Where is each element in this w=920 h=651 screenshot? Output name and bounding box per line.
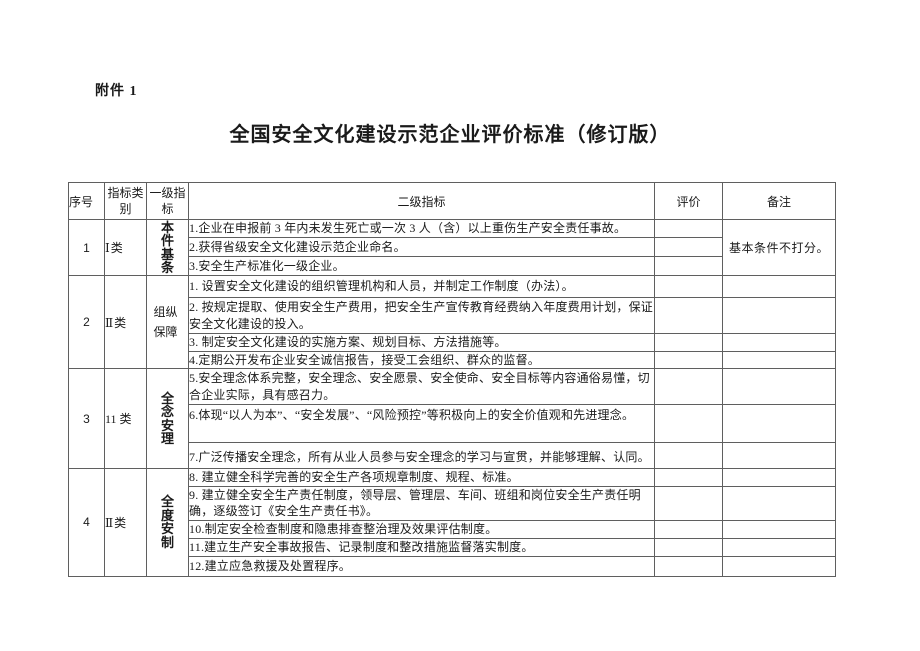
col-header-remark: 备注: [722, 182, 836, 220]
document-title: 全国安全文化建设示范企业评价标准（修订版）: [229, 124, 671, 146]
evaluation-cell: [654, 256, 723, 276]
table-row: 2.获得省级安全文化建设示范企业命名。: [69, 237, 836, 257]
evaluation-cell: [654, 519, 723, 539]
evaluation-cell: [654, 275, 723, 298]
table-row: 2. 按规定提取、使用安全生产费用，把安全生产宣传教育经费纳入年度费用计划，保证…: [69, 297, 836, 334]
remark-cell: [722, 537, 836, 557]
col-header-level2: 二级指标: [188, 182, 655, 220]
col-header-index: 序号: [68, 182, 105, 220]
row2-category: Ⅱ类: [104, 275, 147, 369]
table-row: 7.广泛传播安全理念，所有从业人员参与安全理念的学习与宣贯，并能够理解、认同。: [69, 442, 836, 469]
row1-category: Ⅰ类: [104, 219, 147, 276]
evaluation-cell: [654, 404, 723, 443]
remark-cell: [722, 485, 836, 521]
evaluation-cell: [654, 442, 723, 469]
col-header-level1: 一级指标: [146, 182, 189, 220]
indicator-item-b2-1: 1. 设置安全文化建设的组织管理机构和人员，并制定工作制度（办法）。: [188, 275, 655, 298]
evaluation-cell: [654, 468, 723, 487]
indicator-item-8: 8. 建立健全科学完善的安全生产各项规章制度、规程、标准。: [188, 468, 655, 487]
remark-cell: [722, 297, 836, 334]
remark-cell: [722, 368, 836, 405]
indicator-item-2: 2.获得省级安全文化建设示范企业命名。: [188, 237, 655, 257]
row4-index: 4: [68, 468, 105, 577]
indicator-item-11: 11.建立生产安全事故报告、记录制度和整改措施监督落实制度。: [188, 537, 655, 557]
row4-level1-cell: 全度安制: [146, 468, 189, 577]
remark-cell: [722, 404, 836, 443]
remark-cell: [722, 468, 836, 487]
indicator-item-1: 1.企业在申报前 3 年内未发生死亡或一次 3 人（含）以上重伤生产安全责任事故…: [188, 219, 655, 238]
remark-cell: [722, 442, 836, 469]
table-row: 12.建立应急救援及处置程序。: [69, 555, 836, 577]
remark-cell: [722, 333, 836, 352]
evaluation-cell: [654, 485, 723, 521]
indicator-item-7: 7.广泛传播安全理念，所有从业人员参与安全理念的学习与宣贯，并能够理解、认同。: [188, 442, 655, 469]
evaluation-cell: [654, 333, 723, 352]
indicator-item-6: 6.体现“以人为本”、“安全发展”、“风险预控”等积极向上的安全价值观和先进理念…: [188, 404, 655, 443]
row2-level1-label: 组纵保障: [153, 305, 178, 339]
row2-level1-cell: 组纵保障: [146, 275, 189, 369]
col-header-evaluation: 评价: [654, 182, 723, 220]
indicator-item-9: 9. 建立健全安全生产责任制度，领导层、管理层、车间、班组和岗位安全生产责任明确…: [188, 485, 655, 521]
row2-index: 2: [68, 275, 105, 369]
attachment-label: 附件 1: [95, 84, 138, 99]
indicator-item-3: 3.安全生产标准化一级企业。: [188, 256, 655, 276]
row1-level1-cell: 本件基条: [146, 219, 189, 276]
evaluation-table: 序号 指标类别 一级指标 二级指标 评价 备注 1 Ⅰ类 本件基条 1.企业在申…: [68, 182, 836, 577]
evaluation-cell: [654, 368, 723, 405]
indicator-item-5: 5.安全理念体系完整，安全理念、安全愿景、安全使命、安全目标等内容通俗易懂，切合…: [188, 368, 655, 405]
row3-level1-cell: 全念安理: [146, 368, 189, 469]
table-row: 6.体现“以人为本”、“安全发展”、“风险预控”等积极向上的安全价值观和先进理念…: [69, 404, 836, 443]
table-header-row: 序号 指标类别 一级指标 二级指标 评价 备注: [68, 182, 836, 220]
indicator-item-b2-4: 4.定期公开发布企业安全诚信报告，接受工会组织、群众的监督。: [188, 350, 655, 369]
table-row: 2 Ⅱ类 组纵保障 1. 设置安全文化建设的组织管理机构和人员，并制定工作制度（…: [68, 275, 836, 369]
remark-cell: [722, 555, 836, 577]
table-row: 11.建立生产安全事故报告、记录制度和整改措施监督落实制度。: [69, 537, 836, 557]
evaluation-cell: [654, 297, 723, 334]
table-row: 4 Ⅱ类 全度安制 8. 建立健全科学完善的安全生产各项规章制度、规程、标准。: [68, 468, 836, 577]
indicator-item-b2-3: 3. 制定安全文化建设的实施方案、规划目标、方法措施等。: [188, 333, 655, 352]
evaluation-cell: [654, 555, 723, 577]
remark-cell: [722, 275, 836, 298]
row1-index: 1: [68, 219, 105, 276]
evaluation-cell: [654, 219, 723, 238]
table-row: 1 Ⅰ类 本件基条 1.企业在申报前 3 年内未发生死亡或一次 3 人（含）以上…: [68, 219, 836, 276]
row1-remark: 基本条件不打分。: [722, 219, 836, 276]
indicator-item-12: 12.建立应急救援及处置程序。: [188, 555, 655, 577]
remark-cell: [722, 519, 836, 539]
row3-category: 11 类: [104, 368, 147, 469]
table-row: 4.定期公开发布企业安全诚信报告，接受工会组织、群众的监督。: [69, 350, 836, 369]
indicator-item-b2-2: 2. 按规定提取、使用安全生产费用，把安全生产宣传教育经费纳入年度费用计划，保证…: [188, 297, 655, 334]
table-row: 9. 建立健全安全生产责任制度，领导层、管理层、车间、班组和岗位安全生产责任明确…: [69, 485, 836, 521]
row3-level1-label: 全念安理: [160, 390, 174, 446]
evaluation-cell: [654, 537, 723, 557]
remark-cell: [722, 350, 836, 369]
row1-level1-label: 本件基条: [160, 219, 174, 275]
evaluation-cell: [654, 350, 723, 369]
row4-category: Ⅱ类: [104, 468, 147, 577]
table-row: 3 11 类 全念安理 5.安全理念体系完整，安全理念、安全愿景、安全使命、安全…: [68, 368, 836, 469]
col-header-category: 指标类别: [104, 182, 147, 220]
row4-level1-label: 全度安制: [160, 494, 174, 550]
table-row: 10.制定安全检查制度和隐患排查整治理及效果评估制度。: [69, 519, 836, 539]
evaluation-cell: [654, 237, 723, 257]
row3-index: 3: [68, 368, 105, 469]
indicator-item-10: 10.制定安全检查制度和隐患排查整治理及效果评估制度。: [188, 519, 655, 539]
